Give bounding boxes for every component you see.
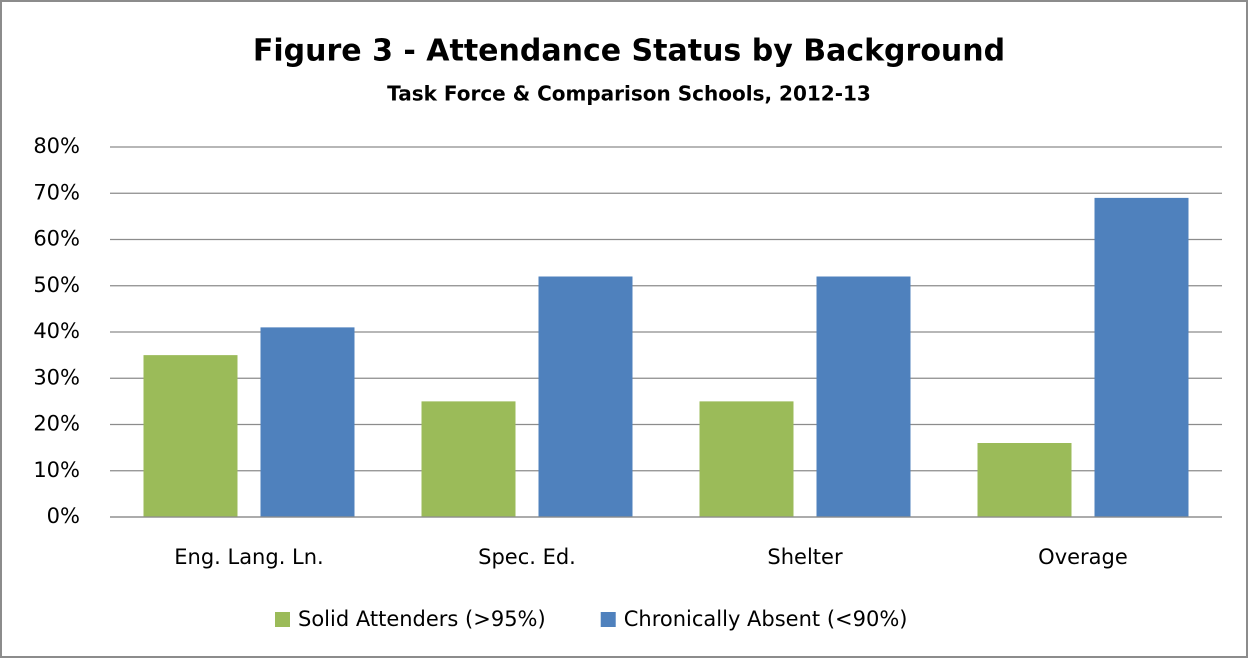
legend-swatch: [275, 612, 290, 627]
bar: [699, 401, 794, 517]
y-tick-label: 10%: [33, 458, 80, 482]
bar: [538, 276, 633, 517]
chart-subtitle: Task Force & Comparison Schools, 2012-13: [387, 82, 871, 106]
x-tick-label: Spec. Ed.: [478, 545, 576, 569]
x-tick-label: Eng. Lang. Ln.: [174, 545, 324, 569]
bar: [143, 355, 238, 517]
y-tick-label: 20%: [33, 412, 80, 436]
y-tick-label: 80%: [33, 134, 80, 158]
x-tick-label: Overage: [1038, 545, 1128, 569]
legend-label: Chronically Absent (<90%): [624, 607, 908, 631]
bar: [816, 276, 911, 517]
x-tick-label: Shelter: [767, 545, 843, 569]
y-tick-label: 30%: [33, 365, 80, 389]
chart-title: Figure 3 - Attendance Status by Backgrou…: [253, 34, 1005, 69]
legend-swatch: [600, 612, 616, 627]
legend-label: Solid Attenders (>95%): [298, 607, 546, 631]
bar: [260, 327, 355, 517]
y-tick-label: 40%: [33, 319, 80, 343]
bar: [1094, 197, 1189, 517]
bar: [977, 443, 1072, 517]
y-tick-label: 50%: [33, 273, 80, 297]
y-tick-label: 60%: [33, 227, 80, 251]
y-tick-label: 0%: [47, 504, 80, 528]
y-tick-label: 70%: [33, 180, 80, 204]
bar: [421, 401, 516, 517]
